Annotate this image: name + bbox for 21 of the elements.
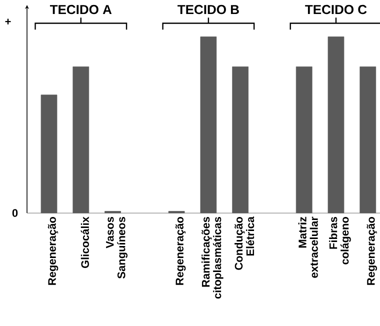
- text: 0: [12, 209, 18, 217]
- bar: [232, 66, 249, 214]
- text: +: [5, 18, 11, 24]
- text: TECIDO B: [178, 4, 239, 14]
- bar: [360, 66, 376, 214]
- text: TECIDO A: [50, 4, 112, 14]
- bar: [296, 66, 312, 214]
- bar: [328, 36, 344, 214]
- x-tick-label: Regeneração: [366, 216, 378, 285]
- text: TECIDO C: [305, 4, 367, 14]
- x-tick-label: Fibras colágeno: [329, 216, 351, 264]
- x-tick-label: Vasos Sanguíneos: [106, 216, 128, 279]
- x-tick-label: Regeneração: [48, 216, 58, 285]
- x-tick-label: Glicocálix: [80, 216, 89, 268]
- bar: [72, 66, 90, 214]
- x-tick-label: Matriz extracelular: [298, 216, 318, 278]
- bar: [200, 36, 217, 214]
- x-tick-label: Ramificações citoplasmáticas: [202, 216, 224, 299]
- x-tick-label: Regeneração: [175, 216, 186, 285]
- bar: [40, 94, 58, 214]
- x-tick-label: Condução Elétrica: [234, 216, 254, 270]
